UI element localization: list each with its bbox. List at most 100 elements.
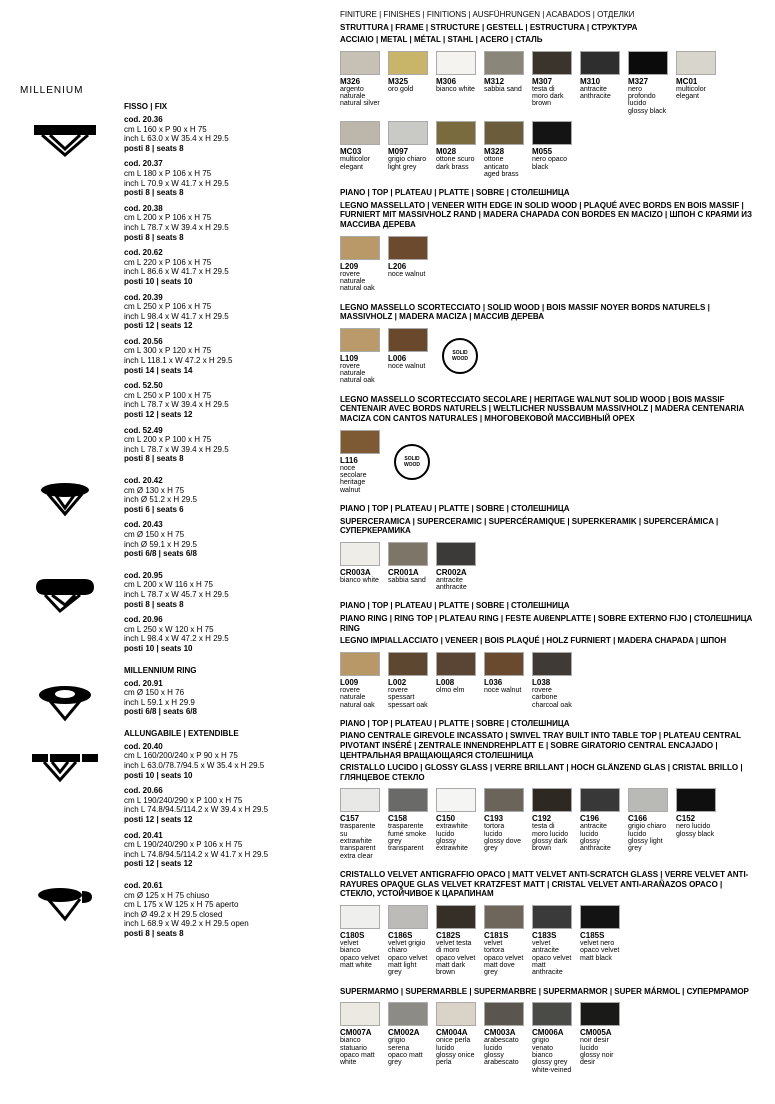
variant-block: cod. 20.95cm L 200 x W 116 x H 75inch L … (20, 571, 320, 660)
swatch-desc: bianco white (340, 577, 380, 584)
cristallo-swatches: C157trasparente su extrawhite transparen… (340, 788, 755, 860)
swatch: C185Svelvet nero opaco velvet matt black (580, 905, 620, 977)
swatch: C158trasparente fumé smoke grey transpar… (388, 788, 428, 860)
swatch-desc: trasparente fumé smoke grey transparent (388, 823, 428, 852)
swatch-code: C181S (484, 931, 524, 940)
table-icon (20, 881, 110, 945)
swatch-thumb (436, 51, 476, 75)
swatch: L009rovere naturale natural oak (340, 652, 380, 709)
legno-sec-swatches: L116noce secolare heritage walnutSOLID W… (340, 430, 755, 494)
swatch: C166grigio chiaro lucido glossy light gr… (628, 788, 668, 860)
swatch-desc: arabescato lucido glossy arabescato (484, 1037, 524, 1066)
swatch: C196antracite lucido glossy anthracite (580, 788, 620, 860)
swatch-desc: rovere naturale natural oak (340, 271, 380, 293)
swatch-thumb (676, 788, 716, 812)
piano-header-3: PIANO | TOP | PLATEAU | PLATTE | SOBRE |… (340, 601, 755, 611)
frame-header: STRUTTURA | FRAME | STRUCTURE | GESTELL … (340, 23, 755, 33)
swatch-thumb (532, 51, 572, 75)
swatch-code: CM007A (340, 1028, 380, 1037)
swatch-thumb (484, 51, 524, 75)
table-icon (20, 115, 110, 470)
swatch-thumb (484, 121, 524, 145)
swatch: L038rovere carbone charcoal oak (532, 652, 572, 709)
swatch: L206noce walnut (388, 236, 428, 293)
swatch: M307testa di moro dark brown (532, 51, 572, 115)
swatch-thumb (628, 51, 668, 75)
finishes-header: FINITURE | FINISHES | FINITIONS | AUSFÜH… (340, 10, 755, 20)
swatch-thumb (340, 905, 380, 929)
swatch-code: C166 (628, 814, 668, 823)
swatch-code: M307 (532, 77, 572, 86)
metal-header: ACCIAIO | METAL | MÉTAL | STAHL | ACERO … (340, 35, 755, 45)
swatch-code: CM004A (436, 1028, 476, 1037)
swatch-code: C186S (388, 931, 428, 940)
swatch-thumb (388, 328, 428, 352)
swatch-code: L038 (532, 678, 572, 687)
piano-header-4: PIANO | TOP | PLATEAU | PLATTE | SOBRE |… (340, 719, 755, 729)
velvet-swatches: C180Svelvet bianco opaco velvet matt whi… (340, 905, 755, 977)
swatch-desc: rovere spessart spessart oak (388, 687, 428, 709)
swatch-desc: grigio chiaro light grey (388, 156, 428, 171)
swatch: M055nero opaco black (532, 121, 572, 178)
swatch-thumb (532, 652, 572, 676)
variant: cod. 20.95cm L 200 x W 116 x H 75inch L … (124, 571, 320, 609)
swatch-thumb (388, 788, 428, 812)
swatch-thumb (388, 1002, 428, 1026)
swatch: M097grigio chiaro light grey (388, 121, 428, 178)
swatch-desc: noce walnut (484, 687, 524, 694)
swatch-thumb (580, 788, 620, 812)
swatch: CM003Aarabescato lucido glossy arabescat… (484, 1002, 524, 1074)
swatch-code: L008 (436, 678, 476, 687)
group-label: MILLENNIUM RING (124, 666, 320, 675)
swatch-desc: grigio serena opaco matt grey (388, 1037, 428, 1066)
swatch: C157trasparente su extrawhite transparen… (340, 788, 380, 860)
swatch-desc: noce secolare heritage walnut (340, 465, 380, 494)
swatch-desc: velvet grigio chiaro opaco velvet matt l… (388, 940, 428, 977)
swatch: M310antracite anthracite (580, 51, 620, 115)
variant: cod. 20.39cm L 250 x P 106 x H 75inch L … (124, 293, 320, 331)
swatch-thumb (436, 121, 476, 145)
super-swatches: CR003Abianco whiteCR001Asabbia sandCR002… (340, 542, 755, 592)
swatch-desc: velvet testa di moro opaco velvet matt d… (436, 940, 476, 977)
swatch-thumb (484, 652, 524, 676)
swatch-code: L209 (340, 262, 380, 271)
swatch-desc: onice perla lucido glossy onice perla (436, 1037, 476, 1066)
swatch-code: M328 (484, 147, 524, 156)
swatch: C182Svelvet testa di moro opaco velvet m… (436, 905, 476, 977)
swatch-thumb (388, 236, 428, 260)
swatch-thumb (484, 905, 524, 929)
legno-sec-header: LEGNO MASSELLO SCORTECCIATO SECOLARE | H… (340, 395, 755, 424)
legno-scort-swatches: L109rovere naturale natural oakL006noce … (340, 328, 755, 385)
swatch-desc: testa di moro dark brown (532, 86, 572, 108)
swatch-desc: rovere naturale natural oak (340, 687, 380, 709)
swatch-thumb (532, 121, 572, 145)
variant-block: cod. 20.61cm Ø 125 x H 75 chiusocm L 175… (20, 881, 320, 945)
swatch-desc: ottone scuro dark brass (436, 156, 476, 171)
variant: cod. 20.43cm Ø 150 x H 75inch Ø 59.1 x H… (124, 520, 320, 558)
piano-centrale-header: PIANO CENTRALE GIREVOLE INCASSATO | SWIV… (340, 731, 755, 760)
swatch-code: C193 (484, 814, 524, 823)
swatch-thumb (676, 51, 716, 75)
swatch-desc: ottone anticato aged brass (484, 156, 524, 178)
swatch: C183Svelvet antracite opaco velvet matt … (532, 905, 572, 977)
swatch-thumb (628, 788, 668, 812)
solid-wood-badge: SOLID WOOD (442, 328, 478, 385)
left-column: MILLENIUM FISSO | FIXcod. 20.36cm L 160 … (20, 10, 320, 1084)
swatch-desc: sabbia sand (484, 86, 524, 93)
legno-imp-header: LEGNO IMPIALLACCIATO | VENEER | BOIS PLA… (340, 636, 755, 646)
variant: cod. 20.38cm L 200 x P 106 x H 75inch L … (124, 204, 320, 242)
variant: cod. 52.49cm L 200 x P 100 x H 75inch L … (124, 426, 320, 464)
swatch-desc: antracite anthracite (436, 577, 476, 592)
swatch: CR001Asabbia sand (388, 542, 428, 592)
swatch-code: C158 (388, 814, 428, 823)
variant: cod. 20.37cm L 180 x P 106 x H 75inch L … (124, 159, 320, 197)
swatch: C152nero lucido glossy black (676, 788, 716, 860)
swatch-desc: multicolor elegant (676, 86, 716, 101)
swatch-code: L006 (388, 354, 428, 363)
swatch-desc: grigio chiaro lucido glossy light grey (628, 823, 668, 852)
swatch-thumb (388, 905, 428, 929)
swatch: C181Svelvet tortora opaco velvet matt do… (484, 905, 524, 977)
swatch: C192testa di moro lucido glossy dark bro… (532, 788, 572, 860)
variant: cod. 20.96cm L 250 x W 120 x H 75inch L … (124, 615, 320, 653)
swatch-thumb (340, 121, 380, 145)
